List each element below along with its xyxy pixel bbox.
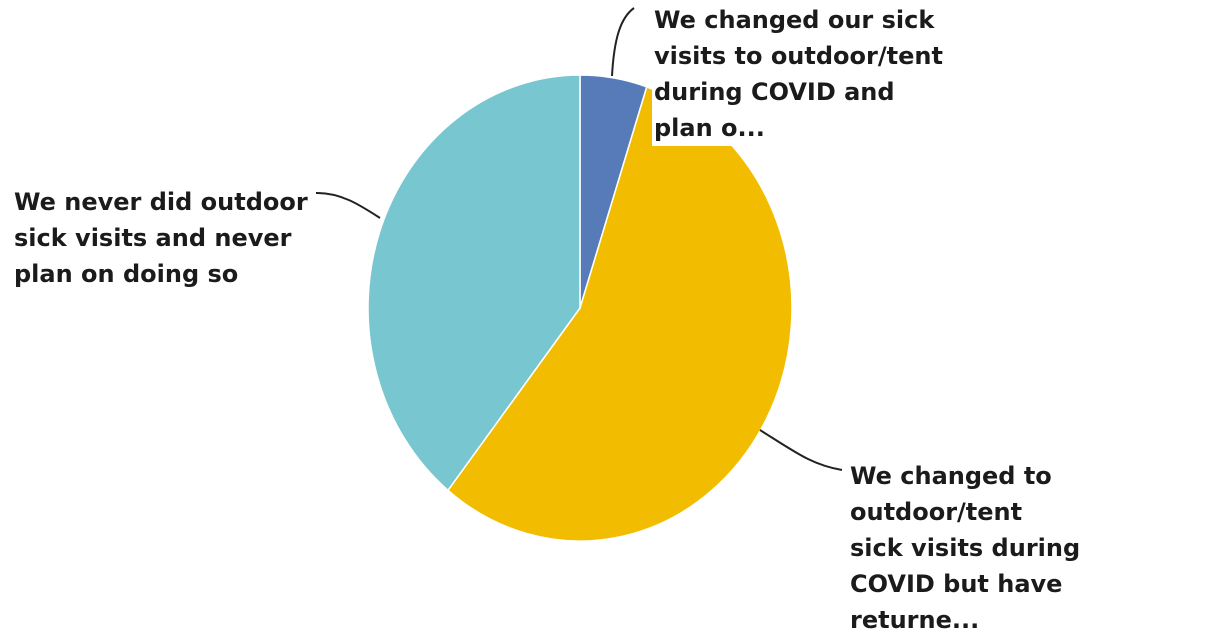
leader-line-outdoor-plan	[611, 7, 635, 77]
leader-line-outdoor-returned	[759, 429, 843, 471]
pie-chart	[314, 7, 843, 542]
slice-label-outdoor-plan: We changed our sick visits to outdoor/te…	[652, 2, 956, 146]
slice-label-outdoor-returned: We changed to outdoor/tent sick visits d…	[848, 458, 1232, 638]
slice-never-outdoor	[367, 74, 581, 492]
slice-label-never-outdoor: We never did outdoor sick visits and nev…	[12, 184, 316, 292]
leader-line-never-outdoor	[314, 191, 381, 219]
slice-outdoor-returned	[446, 85, 793, 542]
